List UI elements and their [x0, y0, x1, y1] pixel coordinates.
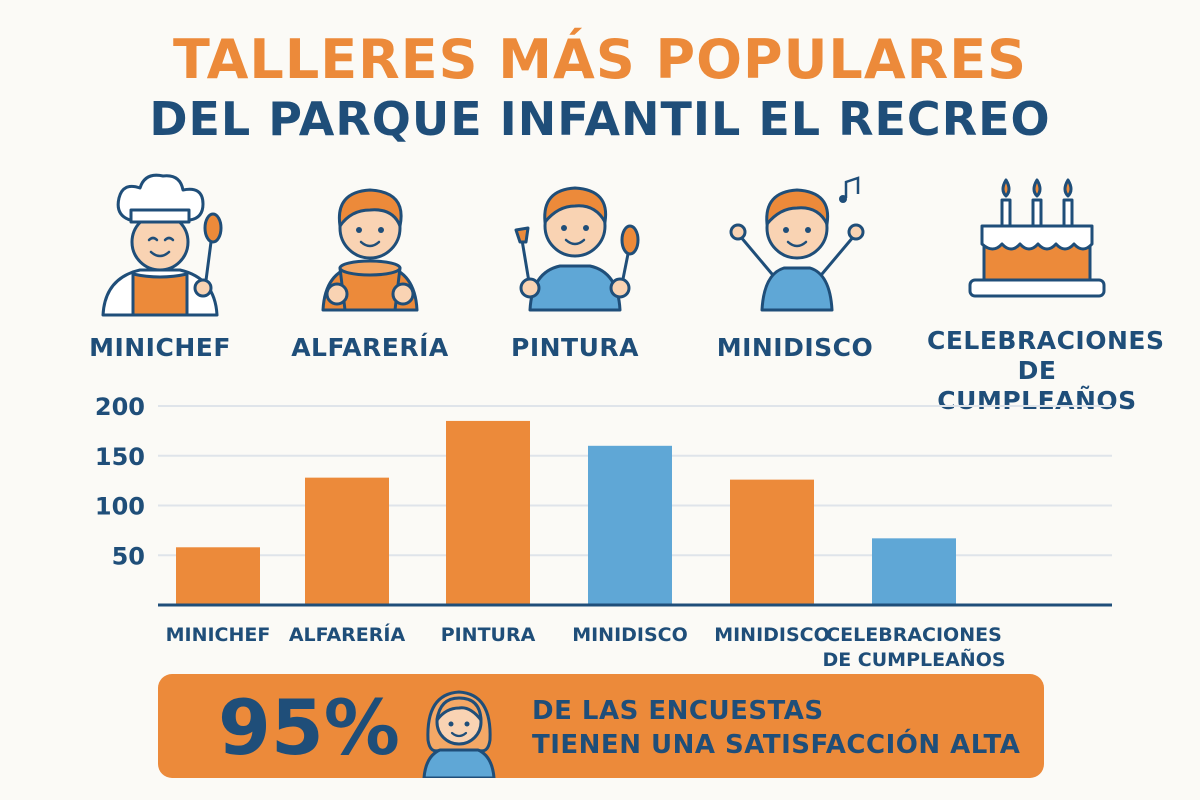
satisfaction-banner — [158, 674, 1044, 778]
icon-label-line: DE CUMPLEAÑOS — [937, 356, 1137, 415]
y-tick-label: 200 — [95, 393, 145, 421]
icon-label-celebraciones: CELEBRACIONES DE CUMPLEAÑOS — [927, 326, 1165, 416]
title: TALLERES MÁS POPULARES — [173, 28, 1027, 91]
icon-label-line: CELEBRACIONES — [927, 326, 1165, 355]
birthday-cake-icon — [962, 170, 1112, 320]
icon-label-minichef: MINICHEF — [89, 333, 231, 362]
x-tick-label: MINIDISCO — [572, 624, 688, 646]
chef-child-icon — [85, 170, 235, 320]
icon-label-minidisco: MINIDISCO — [716, 333, 874, 362]
y-tick-label: 100 — [95, 493, 145, 521]
subtitle: DEL PARQUE INFANTIL EL RECREO — [149, 92, 1051, 146]
y-tick-label: 150 — [95, 443, 145, 471]
bar — [305, 477, 389, 605]
satisfaction-text: DE LAS ENCUESTAS TIENEN UNA SATISFACCIÓN… — [532, 694, 1020, 762]
satisfaction-percent: 95% — [218, 683, 400, 772]
bar — [588, 445, 672, 605]
x-tick-label: ALFARERÍA — [289, 623, 406, 646]
x-tick-label: MINIDISCO — [714, 624, 830, 646]
pottery-child-icon — [295, 170, 445, 320]
satisfaction-line-2: TIENEN UNA SATISFACCIÓN ALTA — [532, 730, 1021, 760]
x-tick-label: PINTURA — [441, 624, 536, 646]
x-tick-label: CELEBRACIONES — [826, 624, 1002, 646]
girl-avatar-icon — [418, 680, 500, 778]
bar — [176, 547, 260, 605]
x-tick-label: MINICHEF — [166, 624, 271, 646]
bar — [446, 420, 530, 605]
dancing-child-icon — [722, 170, 872, 320]
x-tick-label: DE CUMPLEAÑOS — [822, 647, 1005, 671]
icon-label-alfareria: ALFARERÍA — [291, 333, 449, 362]
painting-child-icon — [500, 170, 650, 320]
satisfaction-line-1: DE LAS ENCUESTAS — [532, 696, 824, 726]
y-tick-label: 50 — [112, 542, 145, 570]
bar — [872, 538, 956, 605]
bar — [730, 479, 814, 605]
icon-label-pintura: PINTURA — [511, 333, 639, 362]
